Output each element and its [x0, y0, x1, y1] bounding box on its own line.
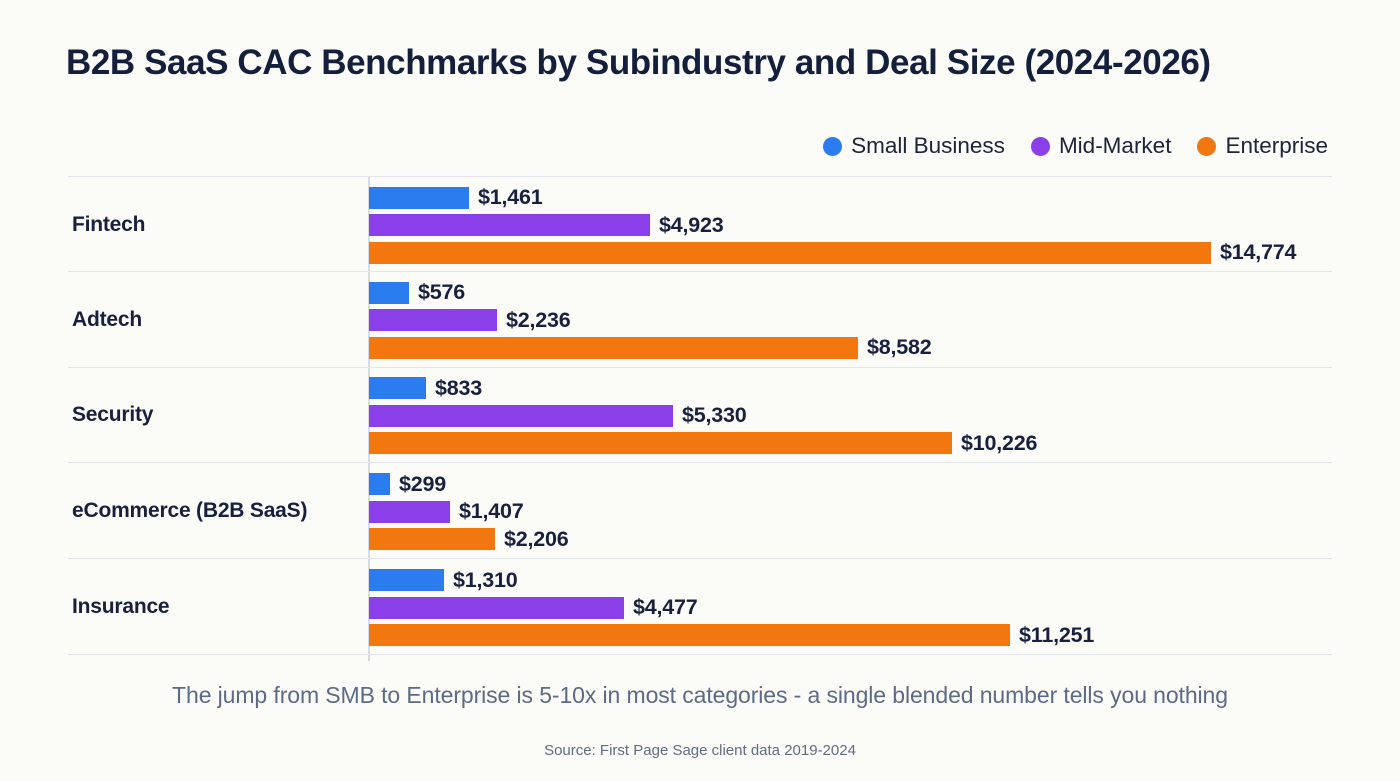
- bar-small-business[interactable]: [369, 377, 426, 400]
- value-axis-line: [368, 176, 370, 661]
- legend-dot-orange-icon: [1197, 136, 1217, 156]
- bar-row: $5,330: [369, 403, 1329, 428]
- bar-row: $14,774: [369, 240, 1329, 265]
- bar-row: $1,407: [369, 499, 1329, 524]
- bars-track: $299 $1,407 $2,206: [369, 463, 1329, 559]
- bar-group: Fintech $1,461 $4,923 $14,774: [68, 176, 1332, 272]
- bar-group: eCommerce (B2B SaaS) $299 $1,407 $2,206: [68, 463, 1332, 560]
- bar-mid-market[interactable]: [369, 309, 497, 332]
- legend-label-mid-market: Mid-Market: [1058, 133, 1172, 158]
- bar-enterprise[interactable]: [369, 528, 495, 551]
- bar-small-business[interactable]: [369, 473, 390, 496]
- bars-track: $1,461 $4,923 $14,774: [369, 177, 1329, 273]
- chart-legend: Small Business Mid-Market Enterprise: [823, 131, 1328, 161]
- bar-row: $299: [369, 471, 1329, 496]
- bar-group: Adtech $576 $2,236 $8,582: [68, 272, 1332, 368]
- bar-row: $11,251: [369, 622, 1329, 647]
- bar-enterprise[interactable]: [369, 241, 1211, 264]
- bar-mid-market[interactable]: [369, 404, 673, 427]
- bar-value-label: $10,226: [961, 430, 1038, 455]
- bar-group: Security $833 $5,330 $10,226: [68, 368, 1332, 464]
- bar-mid-market[interactable]: [369, 214, 650, 237]
- bar-enterprise[interactable]: [369, 432, 952, 455]
- bars-track: $1,310 $4,477 $11,251: [369, 559, 1329, 655]
- bar-enterprise[interactable]: [369, 336, 858, 359]
- category-label: Fintech: [72, 212, 146, 236]
- bar-value-label: $11,251: [1019, 622, 1095, 647]
- bar-small-business[interactable]: [369, 186, 469, 209]
- bar-row: $10,226: [369, 430, 1329, 455]
- bar-value-label: $299: [399, 471, 447, 496]
- category-label: Security: [72, 403, 154, 427]
- bar-row: $833: [369, 375, 1329, 400]
- bar-value-label: $5,330: [682, 403, 747, 428]
- bar-row: $8,582: [369, 335, 1329, 360]
- bar-small-business[interactable]: [369, 281, 409, 304]
- chart-source: Source: First Page Sage client data 2019…: [544, 742, 856, 759]
- legend-item-small-business[interactable]: Small Business: [823, 133, 1005, 159]
- bar-row: $4,477: [369, 595, 1329, 620]
- bar-row: $1,461: [369, 185, 1329, 210]
- bar-small-business[interactable]: [369, 569, 444, 592]
- bar-value-label: $4,477: [633, 595, 698, 620]
- bar-mid-market[interactable]: [369, 500, 450, 523]
- bar-row: $4,923: [369, 212, 1329, 237]
- bar-value-label: $14,774: [1220, 240, 1297, 265]
- bar-row: $1,310: [369, 567, 1329, 592]
- legend-item-mid-market[interactable]: Mid-Market: [1030, 133, 1172, 159]
- chart-annotation: The jump from SMB to Enterprise is 5-10x…: [172, 682, 1228, 708]
- bar-value-label: $4,923: [659, 212, 724, 237]
- bar-row: $2,236: [369, 307, 1329, 332]
- bar-value-label: $2,206: [504, 526, 569, 551]
- plot-area: Fintech $1,461 $4,923 $14,774 Adtech $576 $2,2…: [68, 176, 1332, 661]
- bar-row: $2,206: [369, 526, 1329, 551]
- bar-mid-market[interactable]: [369, 596, 624, 619]
- bar-value-label: $576: [418, 280, 466, 305]
- legend-dot-blue-icon: [823, 136, 843, 156]
- category-label: Insurance: [72, 595, 170, 619]
- legend-dot-purple-icon: [1030, 136, 1050, 156]
- bars-track: $576 $2,236 $8,582: [369, 272, 1329, 368]
- bar-group: Insurance $1,310 $4,477 $11,251: [68, 559, 1332, 655]
- legend-label-enterprise: Enterprise: [1225, 133, 1328, 158]
- bar-value-label: $1,407: [459, 499, 524, 524]
- chart-title: B2B SaaS CAC Benchmarks by Subindustry a…: [66, 42, 1211, 82]
- bar-value-label: $2,236: [506, 307, 571, 332]
- bar-enterprise[interactable]: [369, 624, 1010, 647]
- category-label: Adtech: [72, 307, 142, 331]
- legend-label-small-business: Small Business: [851, 133, 1005, 158]
- bar-value-label: $1,310: [453, 567, 518, 592]
- bars-track: $833 $5,330 $10,226: [369, 368, 1329, 464]
- bar-row: $576: [369, 280, 1329, 305]
- bar-value-label: $833: [435, 375, 483, 400]
- bar-value-label: $1,461: [478, 185, 543, 210]
- legend-item-enterprise[interactable]: Enterprise: [1197, 133, 1328, 159]
- bar-group-list: Fintech $1,461 $4,923 $14,774 Adtech $576 $2,2…: [68, 176, 1332, 661]
- bar-value-label: $8,582: [867, 335, 932, 360]
- category-label: eCommerce (B2B SaaS): [72, 499, 308, 523]
